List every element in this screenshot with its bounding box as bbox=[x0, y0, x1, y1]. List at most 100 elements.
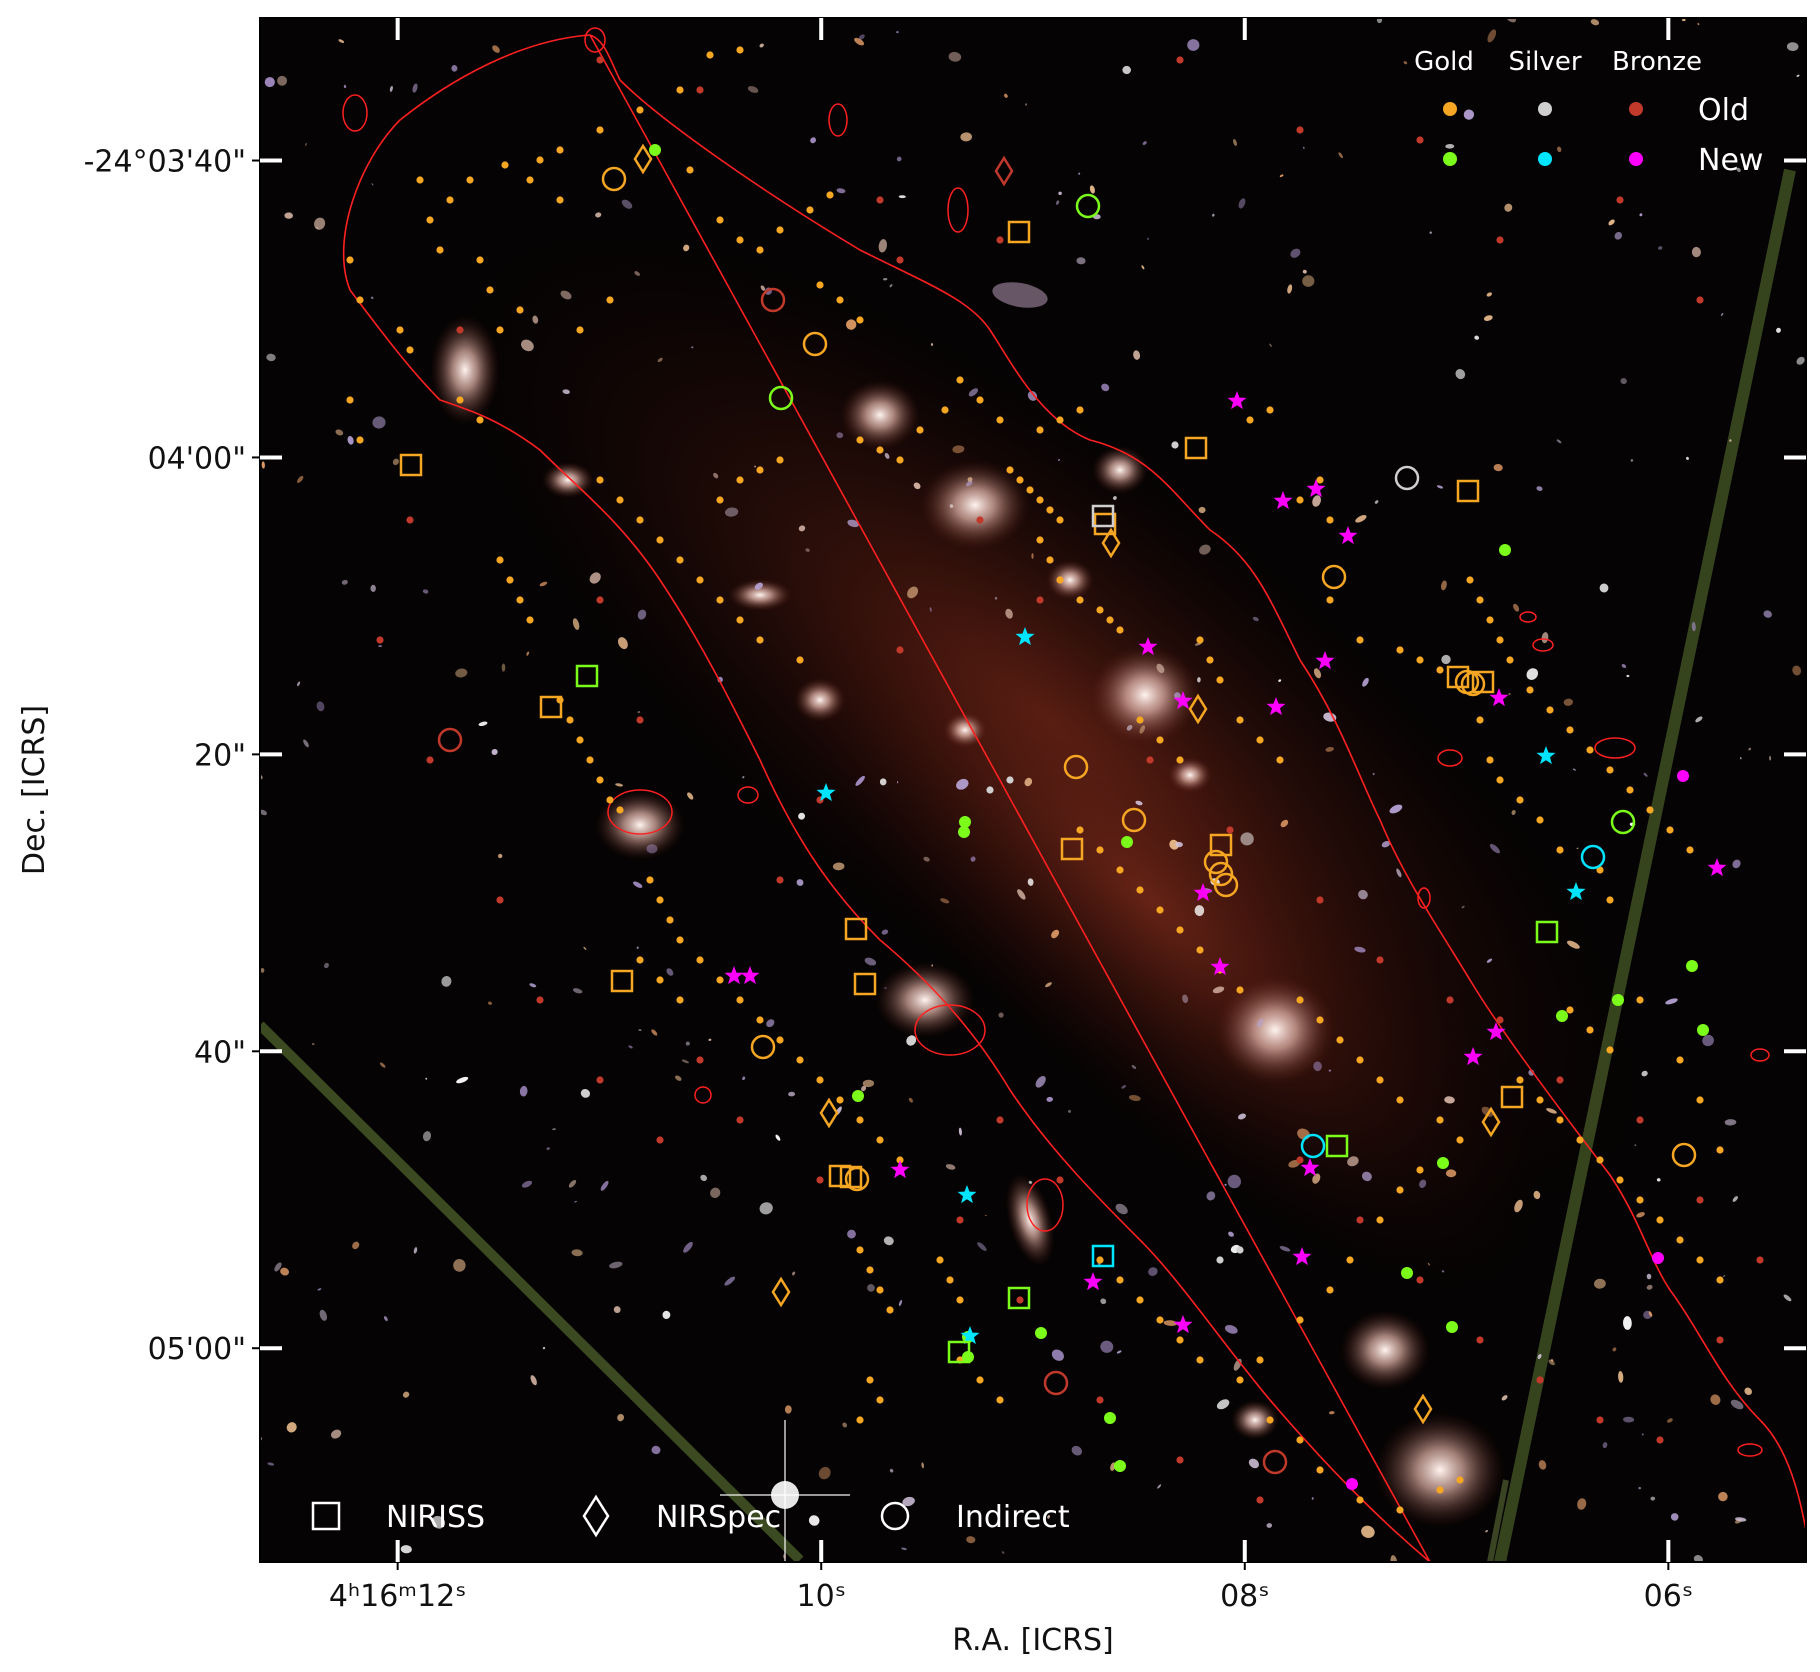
field-galaxy bbox=[651, 1029, 658, 1036]
field-galaxy bbox=[1538, 1460, 1547, 1470]
source-dot bbox=[1006, 466, 1014, 474]
field-galaxy bbox=[970, 856, 976, 862]
source-dot bbox=[406, 516, 414, 524]
source-dot bbox=[1756, 1256, 1764, 1264]
field-galaxy bbox=[929, 607, 932, 612]
field-galaxy bbox=[1563, 698, 1573, 706]
field-galaxy bbox=[1489, 843, 1500, 854]
source-dot bbox=[1376, 956, 1384, 964]
field-galaxy bbox=[1035, 1076, 1046, 1088]
field-galaxy bbox=[1389, 804, 1403, 814]
new-source-star bbox=[1536, 746, 1556, 765]
field-galaxy bbox=[1157, 1484, 1162, 1489]
field-galaxy bbox=[1047, 1515, 1051, 1519]
source-dot bbox=[706, 51, 714, 59]
field-galaxy bbox=[846, 319, 857, 330]
field-galaxy bbox=[1657, 246, 1663, 250]
source-dot bbox=[776, 876, 784, 884]
source-dot bbox=[886, 1306, 894, 1314]
field-galaxy bbox=[1487, 29, 1497, 43]
field-galaxy bbox=[634, 271, 640, 276]
field-galaxy bbox=[710, 1508, 714, 1512]
source-dot bbox=[649, 144, 661, 156]
field-galaxy bbox=[1748, 747, 1752, 751]
source-dot bbox=[956, 376, 964, 384]
legend-square-marker bbox=[311, 1501, 341, 1531]
source-dot bbox=[1016, 1296, 1024, 1304]
field-galaxy bbox=[589, 572, 601, 584]
source-dot bbox=[936, 1256, 944, 1264]
field-galaxy bbox=[810, 137, 817, 144]
field-galaxy bbox=[1483, 315, 1493, 321]
field-galaxy bbox=[498, 853, 503, 859]
field-galaxy bbox=[1135, 800, 1143, 806]
source-dot bbox=[716, 216, 724, 224]
field-galaxy bbox=[1614, 231, 1623, 240]
field-galaxy bbox=[441, 976, 452, 987]
field-galaxy bbox=[317, 1288, 322, 1291]
source-dot bbox=[496, 326, 504, 334]
field-galaxy bbox=[455, 668, 468, 678]
new-source-star bbox=[1193, 883, 1213, 902]
source-dot bbox=[1236, 716, 1244, 724]
field-galaxy bbox=[832, 862, 845, 871]
field-galaxy bbox=[1686, 456, 1689, 460]
field-galaxy bbox=[370, 584, 376, 592]
niriss-marker bbox=[1184, 436, 1208, 460]
source-dot bbox=[1256, 1496, 1264, 1504]
source-dot bbox=[756, 466, 764, 474]
field-galaxy bbox=[453, 1259, 466, 1272]
source-dot bbox=[676, 86, 684, 94]
field-galaxy bbox=[710, 1187, 721, 1198]
source-dot bbox=[1056, 576, 1064, 584]
field-galaxy bbox=[1577, 1498, 1587, 1510]
source-dot bbox=[1116, 866, 1124, 874]
x-tick-label-1: 10ˢ bbox=[797, 1579, 846, 1614]
field-galaxy bbox=[311, 1043, 315, 1046]
lens-contour bbox=[1532, 638, 1554, 652]
indirect-marker bbox=[1300, 1133, 1326, 1159]
x-axis: 4ʰ16ᵐ12ˢ 10ˢ 08ˢ 06ˢ bbox=[329, 18, 1693, 1614]
field-galaxy bbox=[1455, 369, 1466, 380]
field-galaxy bbox=[580, 1089, 591, 1098]
field-galaxy bbox=[1238, 198, 1246, 209]
source-dot bbox=[1056, 516, 1064, 524]
field-galaxy bbox=[638, 1029, 642, 1031]
field-galaxy bbox=[1233, 139, 1237, 146]
field-galaxy bbox=[1078, 172, 1081, 175]
source-dot bbox=[1266, 1416, 1274, 1424]
field-galaxy bbox=[1670, 1513, 1679, 1521]
source-dot bbox=[1716, 1276, 1724, 1284]
source-dot bbox=[776, 456, 784, 464]
field-galaxy bbox=[788, 1091, 796, 1097]
field-galaxy bbox=[1485, 1530, 1488, 1533]
source-dot bbox=[1516, 1076, 1524, 1084]
field-galaxy bbox=[1025, 103, 1027, 106]
field-galaxy bbox=[662, 1310, 671, 1319]
legend-label-nirspec: NIRSpec bbox=[656, 1500, 781, 1535]
legend-header-silver: Silver bbox=[1508, 47, 1581, 77]
source-dot bbox=[896, 646, 904, 654]
field-galaxy bbox=[958, 1127, 962, 1136]
field-galaxy bbox=[1429, 231, 1432, 234]
indirect-marker bbox=[1203, 849, 1229, 875]
source-dot bbox=[756, 636, 764, 644]
field-galaxy bbox=[1068, 1109, 1071, 1113]
source-dot bbox=[736, 476, 744, 484]
field-galaxy bbox=[908, 1097, 913, 1103]
source-dot bbox=[716, 496, 724, 504]
field-galaxy bbox=[754, 582, 763, 590]
field-galaxy bbox=[1206, 1191, 1216, 1201]
legend-dot-bronze-old bbox=[1629, 102, 1643, 116]
field-galaxy bbox=[1237, 1113, 1247, 1120]
source-dot bbox=[976, 1376, 984, 1384]
indirect-marker bbox=[1063, 754, 1089, 780]
field-galaxy bbox=[1602, 1442, 1608, 1449]
field-galaxy bbox=[1513, 603, 1520, 612]
field-galaxy bbox=[952, 445, 965, 454]
field-galaxy bbox=[879, 778, 887, 786]
source-dot bbox=[1616, 1176, 1624, 1184]
field-galaxy bbox=[542, 1346, 546, 1350]
source-dot bbox=[1296, 996, 1304, 1004]
new-source-star bbox=[1138, 637, 1158, 656]
